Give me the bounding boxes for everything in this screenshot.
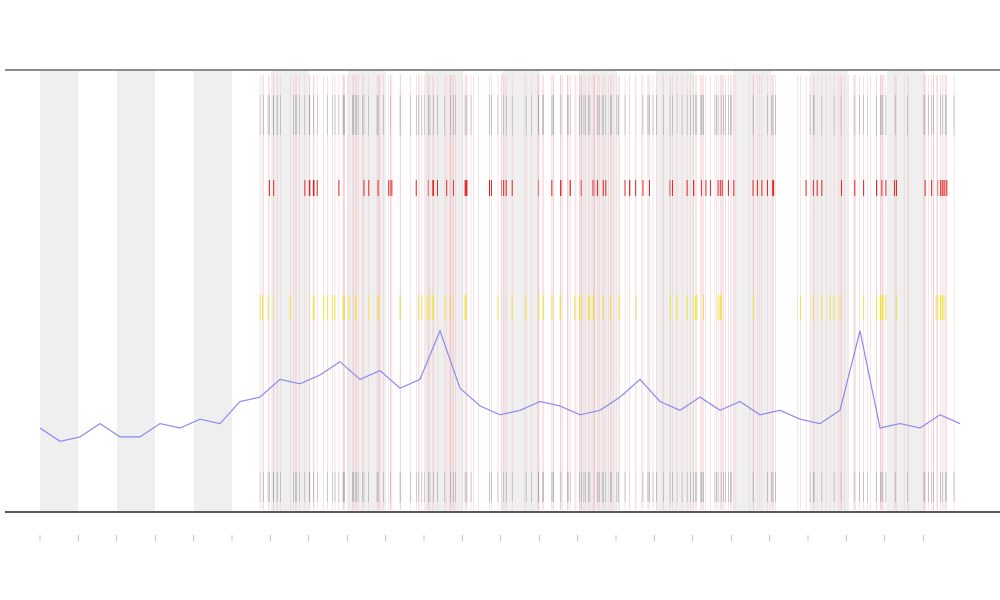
shaded-band bbox=[887, 71, 925, 511]
shaded-bands bbox=[40, 71, 925, 511]
shaded-band bbox=[117, 71, 155, 511]
shaded-band bbox=[40, 71, 78, 511]
x-ticks bbox=[39, 535, 924, 541]
shaded-band bbox=[502, 71, 540, 511]
shaded-band bbox=[425, 71, 463, 511]
data-line bbox=[39, 329, 961, 442]
shaded-band bbox=[579, 71, 617, 511]
event-marks bbox=[259, 75, 955, 510]
shaded-band bbox=[810, 71, 848, 511]
shaded-band bbox=[194, 71, 232, 511]
shaded-band bbox=[656, 71, 694, 511]
shaded-band bbox=[733, 71, 771, 511]
